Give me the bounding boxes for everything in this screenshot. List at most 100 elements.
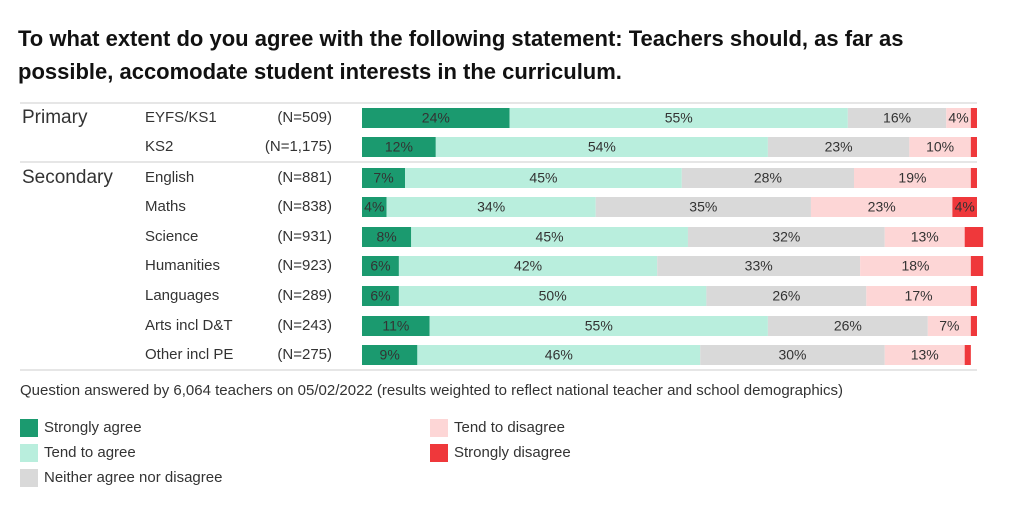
legend-label: Tend to agree xyxy=(44,444,136,461)
value-label: 50% xyxy=(539,288,567,304)
value-label: 34% xyxy=(477,199,505,215)
legend-swatch xyxy=(20,444,38,462)
value-label: 7% xyxy=(939,318,959,334)
category-label: English xyxy=(145,169,194,186)
bar-segment xyxy=(970,316,977,336)
value-label: 17% xyxy=(905,288,933,304)
value-label: 4% xyxy=(364,199,384,215)
value-label: 45% xyxy=(529,170,557,186)
bar-segment xyxy=(411,227,688,247)
value-label: 26% xyxy=(772,288,800,304)
value-label: 28% xyxy=(754,170,782,186)
value-label: 19% xyxy=(898,170,926,186)
bar-segment xyxy=(970,108,977,128)
value-label: 6% xyxy=(370,288,390,304)
value-label: 45% xyxy=(536,229,564,245)
bar-segment xyxy=(681,168,854,188)
bar-segment xyxy=(362,227,412,247)
bar-segment xyxy=(687,227,885,247)
value-label: 4% xyxy=(955,199,975,215)
legend-swatch xyxy=(430,419,448,437)
group-label: Primary xyxy=(22,107,88,128)
value-label: 55% xyxy=(665,110,693,126)
bar-segment xyxy=(810,197,953,217)
n-label: (N=923) xyxy=(277,257,332,274)
bar-segment xyxy=(964,227,984,247)
chart-title: To what extent do you agree with the fol… xyxy=(18,26,904,84)
value-label: 46% xyxy=(545,347,573,363)
value-label: 16% xyxy=(883,110,911,126)
bar-segment xyxy=(700,345,885,365)
bar-segment xyxy=(884,345,965,365)
bar-segment xyxy=(362,286,399,306)
value-label: 33% xyxy=(745,258,773,274)
bar-segment xyxy=(909,137,971,157)
bar-segment xyxy=(964,345,971,365)
bar-segment xyxy=(970,168,977,188)
bar-segment xyxy=(509,108,848,128)
value-label: 54% xyxy=(588,139,616,155)
title-box: To what extent do you agree with the fol… xyxy=(18,26,904,84)
bar-segment xyxy=(398,286,707,306)
note: Question answered by 6,064 teachers on 0… xyxy=(20,382,843,399)
value-label: 13% xyxy=(911,347,939,363)
bar-segment xyxy=(362,137,436,157)
value-label: 23% xyxy=(868,199,896,215)
legend-label: Tend to disagree xyxy=(454,419,565,436)
bar-segment xyxy=(884,227,965,247)
value-label: 9% xyxy=(380,347,400,363)
bar-segment xyxy=(860,256,971,276)
category-label: Languages xyxy=(145,287,219,304)
bar-segment xyxy=(362,316,430,336)
category-label: Maths xyxy=(145,198,186,215)
bar-segment xyxy=(927,316,971,336)
bar-segment xyxy=(435,137,768,157)
n-label: (N=243) xyxy=(277,317,332,334)
n-label: (N=931) xyxy=(277,228,332,245)
value-label: 4% xyxy=(948,110,968,126)
bar-segment xyxy=(706,286,867,306)
bar-segment xyxy=(970,286,977,306)
bar-segment xyxy=(946,108,971,128)
value-label: 26% xyxy=(834,318,862,334)
bar-segment xyxy=(362,197,387,217)
value-label: 10% xyxy=(926,139,954,155)
bar-segment xyxy=(405,168,682,188)
category-label: Arts incl D&T xyxy=(145,317,233,334)
legend-label: Strongly disagree xyxy=(454,444,571,461)
bar-segment xyxy=(952,197,977,217)
bar-segment xyxy=(429,316,768,336)
group-label: Secondary xyxy=(22,167,113,188)
bar-segment xyxy=(362,345,418,365)
value-label: 8% xyxy=(376,229,396,245)
bar-segment xyxy=(417,345,701,365)
bar-segment xyxy=(362,256,399,276)
n-label: (N=289) xyxy=(277,287,332,304)
bar-segment xyxy=(767,137,910,157)
bar-segment xyxy=(970,137,977,157)
bar-segment xyxy=(866,286,971,306)
legend-label: Strongly agree xyxy=(44,419,142,436)
value-label: 23% xyxy=(825,139,853,155)
bar-segment xyxy=(398,256,658,276)
legend-label: Neither agree nor disagree xyxy=(44,469,222,486)
bar-segment xyxy=(595,197,811,217)
bar-segment xyxy=(362,168,406,188)
value-label: 55% xyxy=(585,318,613,334)
value-label: 42% xyxy=(514,258,542,274)
legend-swatch xyxy=(430,444,448,462)
value-label: 13% xyxy=(911,229,939,245)
bar-segment xyxy=(362,108,510,128)
category-label: Humanities xyxy=(145,257,220,274)
bar-segment xyxy=(386,197,596,217)
value-label: 6% xyxy=(370,258,390,274)
n-label: (N=881) xyxy=(277,169,332,186)
value-label: 30% xyxy=(778,347,806,363)
category-label: Other incl PE xyxy=(145,346,233,363)
category-label: Science xyxy=(145,228,198,245)
n-label: (N=1,175) xyxy=(265,138,332,155)
bar-segment xyxy=(657,256,861,276)
value-label: 32% xyxy=(772,229,800,245)
category-label: KS2 xyxy=(145,138,173,155)
